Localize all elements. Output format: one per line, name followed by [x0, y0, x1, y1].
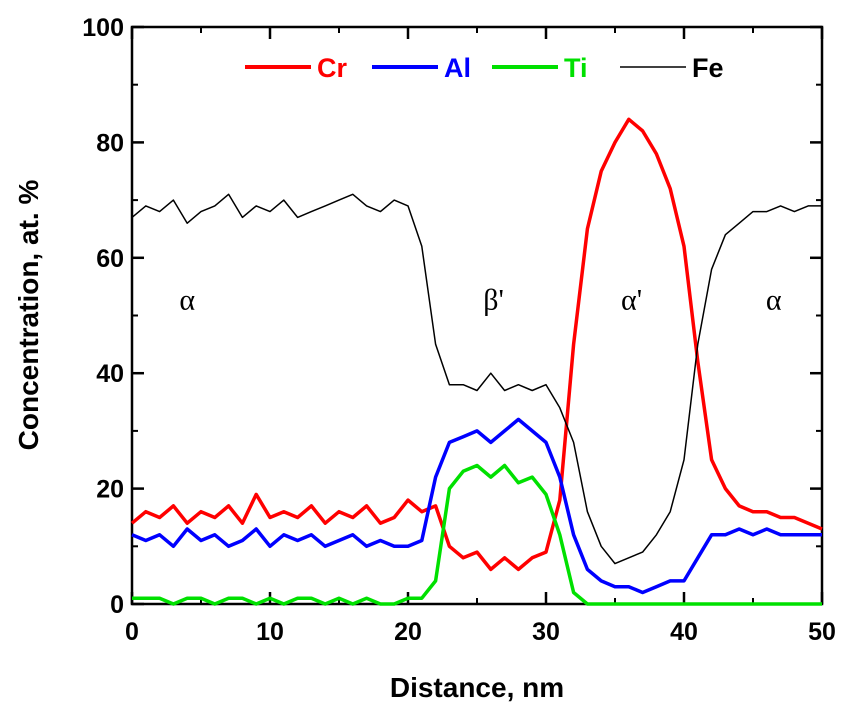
series-line-fe: [131, 193, 822, 565]
x-axis-label: Distance, nm: [390, 672, 564, 703]
series-line-ti: [132, 463, 822, 606]
region-label: β': [483, 284, 504, 317]
series-line-al: [131, 417, 822, 595]
region-label: α: [766, 284, 782, 317]
legend-label-fe: Fe: [692, 53, 724, 83]
legend-label-al: Al: [444, 53, 471, 83]
x-tick-label: 50: [808, 618, 836, 646]
region-label: α': [621, 284, 642, 317]
y-tick-label: 0: [110, 591, 124, 619]
x-tick-label: 30: [532, 618, 560, 646]
y-tick-label: 60: [96, 245, 124, 273]
y-axis-label: Concentration, at. %: [13, 180, 44, 451]
x-tick-label: 10: [256, 618, 284, 646]
plot-frame: [130, 25, 824, 606]
y-tick-label: 80: [96, 129, 124, 157]
x-tick-label: 0: [125, 618, 139, 646]
region-label: α: [179, 284, 195, 317]
x-tick-label: 40: [670, 618, 698, 646]
legend-label-ti: Ti: [564, 53, 588, 83]
region-annotations: α β' α' α: [179, 284, 782, 317]
y-tick-label: 40: [96, 360, 124, 388]
series-line-cr: [130, 117, 823, 572]
x-axis-ticks: 0 10 20 30 40 50: [125, 27, 836, 646]
y-tick-label: 100: [82, 14, 124, 42]
y-axis-ticks: 0 20 40 60 80 100: [82, 14, 822, 619]
x-tick-label: 20: [394, 618, 422, 646]
legend-label-cr: Cr: [317, 53, 347, 83]
y-tick-label: 20: [96, 476, 124, 504]
legend: Cr Al Ti Fe: [245, 53, 724, 83]
series-lines: [130, 117, 823, 606]
